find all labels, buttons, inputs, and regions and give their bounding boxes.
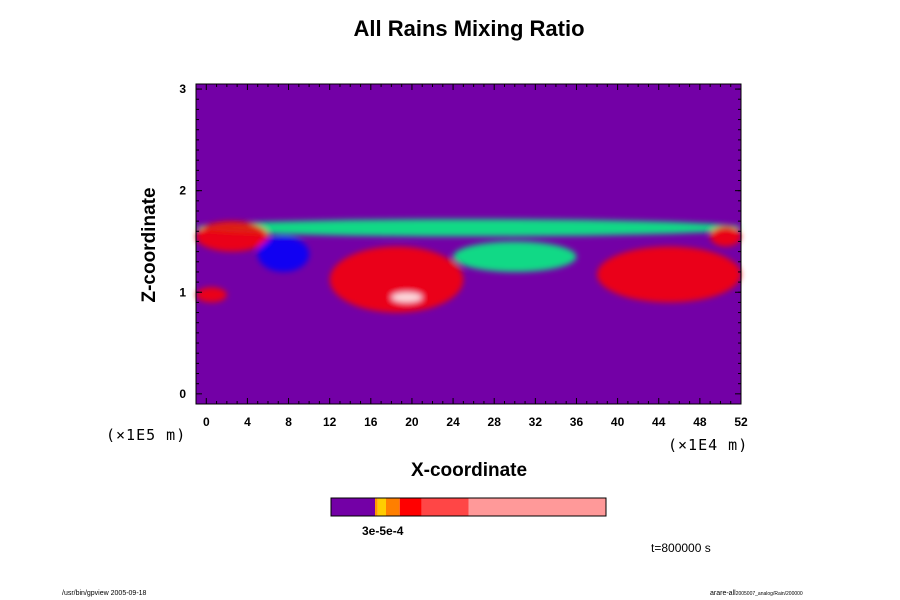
footer-file-sub: 2005007_analog/Rain/200000: [735, 591, 803, 597]
footer-file: arare-all2005007_analog/Rain/200000: [710, 590, 803, 597]
x-axis-unit: (×1E4 m): [668, 436, 749, 454]
x-tick-label: 48: [693, 415, 707, 429]
x-tick-label: 4: [244, 415, 251, 429]
y-axis-unit: (×1E5 m): [106, 426, 187, 444]
colorbar-tick-label: 3e-5e-4: [362, 524, 404, 538]
colorbar-frame: [330, 497, 607, 517]
rain-region: [196, 219, 741, 237]
x-tick-label: 44: [652, 415, 666, 429]
x-tick-label: 36: [570, 415, 584, 429]
x-tick-label: 0: [203, 415, 210, 429]
x-tick-label: 12: [323, 415, 337, 429]
rain-region: [196, 221, 268, 252]
colorbar-segment: [377, 498, 386, 516]
rain-region: [329, 246, 464, 313]
rain-region: [710, 226, 742, 247]
colorbar-segment: [399, 498, 422, 516]
x-axis-label: X-coordinate: [410, 460, 528, 481]
x-tick-label: 28: [488, 415, 502, 429]
colorbar-segment: [331, 498, 375, 516]
colorbar-segment: [468, 498, 606, 516]
colorbar-segment: [375, 498, 378, 516]
y-tick-label: 3: [179, 82, 186, 96]
footer-command: /usr/bin/gpview 2005-09-18: [62, 590, 147, 597]
colorbar-segment: [386, 498, 400, 516]
x-tick-label: 16: [364, 415, 378, 429]
rain-region: [196, 287, 227, 303]
y-tick-label: 2: [179, 184, 186, 198]
plot-frame: [195, 83, 742, 405]
y-tick-label: 1: [179, 285, 186, 299]
colorbar-segment: [421, 498, 469, 516]
x-tick-label: 40: [611, 415, 625, 429]
time-label: t=800000 s: [651, 541, 711, 555]
rain-region: [391, 292, 423, 303]
x-tick-label: 24: [446, 415, 460, 429]
x-tick-label: 52: [734, 415, 748, 429]
rain-region: [597, 246, 741, 303]
x-tick-label: 8: [285, 415, 292, 429]
footer-file-main: arare-all: [710, 590, 736, 597]
x-tick-label: 20: [405, 415, 419, 429]
chart-title: All Rains Mixing Ratio: [353, 16, 585, 41]
x-tick-label: 32: [529, 415, 543, 429]
rain-region: [257, 236, 310, 272]
y-tick-label: 0: [179, 387, 186, 401]
rain-region: [453, 241, 577, 272]
rain-regions: [196, 219, 742, 313]
